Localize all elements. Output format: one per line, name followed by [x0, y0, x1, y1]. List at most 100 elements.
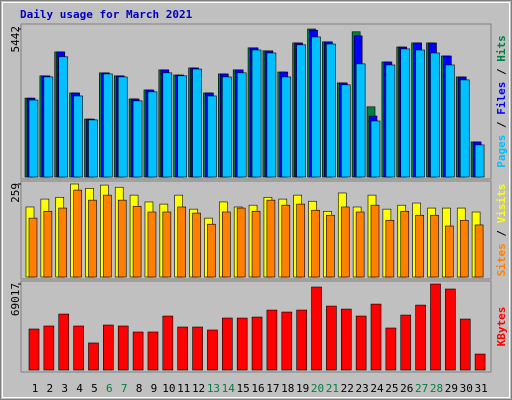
bar — [296, 203, 305, 278]
bar — [43, 210, 53, 278]
bar — [459, 318, 471, 371]
x-tick-label: 5 — [91, 382, 98, 395]
bar — [355, 63, 366, 178]
bar — [73, 189, 82, 278]
x-tick-label: 16 — [251, 382, 264, 395]
bar — [28, 328, 40, 371]
legend-separator: / — [495, 62, 508, 82]
bar — [103, 73, 113, 178]
bar — [28, 217, 38, 278]
bar — [117, 325, 129, 371]
x-tick-label: 11 — [177, 382, 190, 395]
bar — [400, 210, 410, 278]
x-tick-label: 17 — [266, 382, 279, 395]
bar — [266, 309, 278, 371]
bar — [400, 314, 412, 371]
x-tick-label: 25 — [385, 382, 398, 395]
bar — [162, 72, 173, 178]
bar — [445, 64, 455, 178]
bar — [222, 211, 231, 278]
bar — [415, 214, 424, 278]
bar — [88, 199, 97, 278]
bar — [415, 49, 425, 178]
bar — [430, 283, 441, 371]
x-tick-label: 12 — [192, 382, 205, 395]
x-tick-label: 14 — [222, 382, 236, 395]
bar — [117, 76, 128, 178]
bar — [192, 326, 203, 371]
x-tick-label: 29 — [445, 382, 458, 395]
legend: Sites / Visits — [495, 184, 508, 277]
bar — [251, 210, 261, 278]
legend-entry: Visits — [495, 184, 508, 224]
bar — [445, 225, 454, 278]
x-tick-label: 21 — [326, 382, 339, 395]
x-tick-label: 26 — [400, 382, 413, 395]
bar — [370, 120, 381, 178]
x-tick-label: 4 — [76, 382, 83, 395]
bar — [340, 308, 352, 371]
x-tick-label: 28 — [430, 382, 443, 395]
bar — [474, 353, 486, 371]
x-tick-label: 2 — [47, 382, 54, 395]
bar — [177, 206, 186, 278]
bar — [117, 199, 127, 278]
bar — [385, 327, 397, 371]
bar — [43, 325, 55, 371]
legend-entry: Pages — [495, 135, 508, 168]
bar — [266, 52, 277, 178]
chart-title: Daily usage for March 2021 — [20, 8, 193, 21]
bar — [88, 342, 99, 371]
x-tick-label: 23 — [356, 382, 369, 395]
bar — [415, 304, 426, 371]
bar — [103, 194, 112, 278]
bar — [192, 212, 201, 278]
bar — [222, 317, 233, 371]
bar — [340, 84, 351, 178]
y-tick-label: 259 — [9, 183, 22, 203]
bar — [73, 325, 84, 371]
bar — [58, 56, 69, 178]
x-tick-label: 6 — [106, 382, 113, 395]
bar — [132, 331, 144, 371]
x-tick-label: 22 — [341, 382, 354, 395]
bar — [474, 144, 485, 178]
bar — [147, 91, 158, 178]
bar — [355, 211, 365, 278]
bar — [281, 76, 292, 178]
legend-separator: / — [495, 223, 508, 243]
bar — [162, 315, 174, 371]
bar — [251, 49, 262, 178]
x-tick-label: 9 — [151, 382, 158, 395]
x-tick-label: 30 — [460, 382, 473, 395]
bar — [207, 329, 218, 371]
bar — [400, 48, 411, 178]
bar — [296, 309, 307, 371]
bar — [103, 324, 114, 371]
bar — [251, 316, 263, 371]
bar — [177, 75, 187, 178]
bar — [236, 72, 247, 178]
bar — [28, 99, 39, 178]
legend-entry: Hits — [495, 35, 508, 62]
x-tick-label: 24 — [370, 382, 384, 395]
x-tick-label: 18 — [281, 382, 294, 395]
bar — [311, 209, 320, 278]
legend-entry: KBytes — [495, 307, 508, 347]
x-tick-label: 20 — [311, 382, 324, 395]
y-tick-label: 5442 — [9, 26, 22, 53]
bar — [222, 76, 232, 178]
bar — [207, 95, 217, 178]
bar — [326, 214, 335, 278]
legend-entry: Files — [495, 82, 508, 115]
bar — [73, 95, 83, 178]
bar — [281, 204, 291, 278]
bar — [459, 219, 469, 278]
bar — [236, 317, 248, 371]
bar — [266, 199, 276, 278]
x-tick-label: 15 — [237, 382, 250, 395]
bar — [281, 311, 293, 371]
x-tick-label: 1 — [32, 382, 39, 395]
bar — [58, 313, 70, 371]
bar — [370, 303, 382, 371]
